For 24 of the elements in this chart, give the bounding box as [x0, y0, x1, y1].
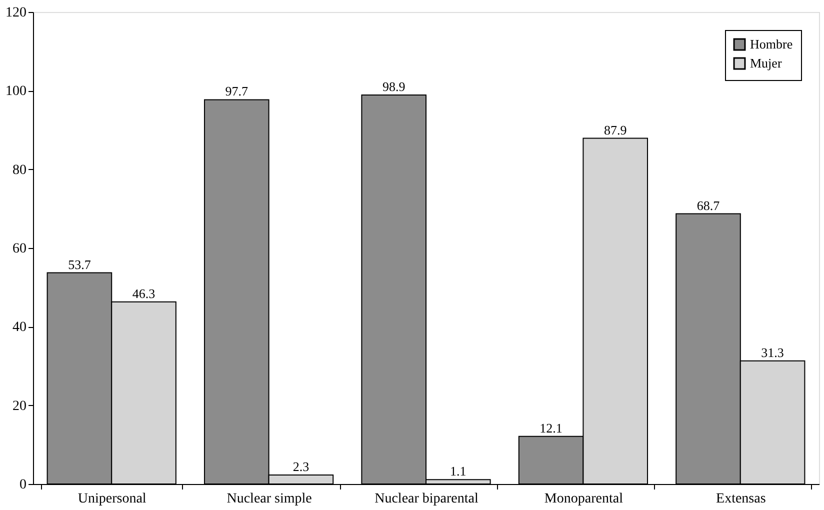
data-label: 46.3 [132, 286, 156, 301]
data-label: 12.1 [540, 420, 562, 436]
data-label: 2.3 [292, 458, 310, 474]
data-label: 68.7 [696, 198, 720, 213]
data-label: 97.7 [225, 84, 249, 99]
y-tick-label: 60 [12, 242, 26, 256]
x-tick-label: Nuclear simple [226, 492, 312, 506]
y-tick-label: 40 [12, 320, 26, 336]
x-tick-label: Nuclear biparental [374, 492, 478, 506]
data-label: 87.9 [604, 122, 627, 138]
data-label: 98.9 [382, 78, 406, 94]
data-label: 31.3 [761, 344, 784, 360]
data-label: 53.7 [68, 256, 92, 272]
y-tick-label: 0 [20, 478, 26, 492]
y-tick-label: 80 [12, 162, 26, 178]
data-label: 1.1 [450, 464, 466, 479]
y-tick-label: 120 [6, 6, 26, 20]
x-tick-label: Monoparental [544, 492, 624, 506]
x-tick-label: Extensas [716, 492, 766, 506]
legend-label: Mujer [750, 56, 782, 70]
y-tick-label: 100 [6, 84, 26, 100]
legend-label: Hombre [750, 36, 793, 52]
y-tick-label: 20 [12, 398, 26, 414]
x-tick-label: Unipersonal [78, 492, 146, 506]
